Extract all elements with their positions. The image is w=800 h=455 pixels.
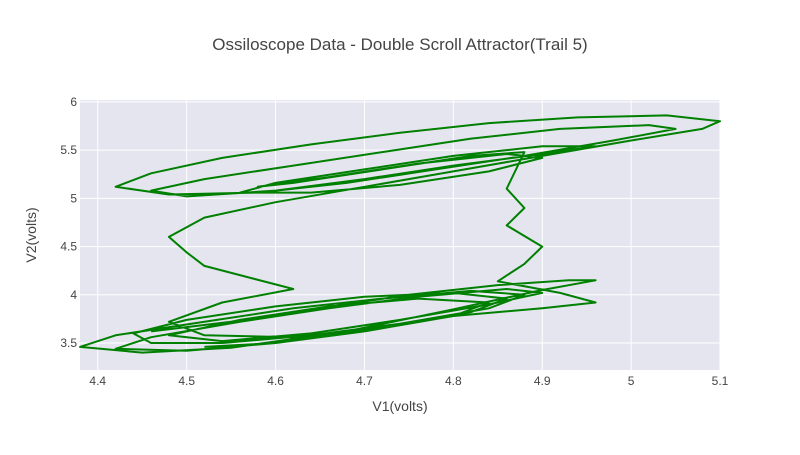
x-tick-label: 5	[628, 374, 635, 388]
y-tick-label: 4.5	[60, 240, 77, 254]
x-tick-label: 4.7	[356, 374, 373, 388]
x-tick-label: 5.1	[712, 374, 729, 388]
x-axis-title: V1(volts)	[372, 398, 427, 414]
y-tick-label: 5	[70, 191, 77, 205]
x-tick-label: 4.5	[178, 374, 195, 388]
y-tick-label: 4	[70, 288, 77, 302]
series-layer	[79, 114, 721, 354]
plot-area	[80, 100, 720, 370]
chart-title: Ossiloscope Data - Double Scroll Attract…	[212, 35, 587, 54]
y-axis-ticks: 3.5 4 4.5 5 5.5 6	[60, 95, 77, 350]
y-tick-label: 6	[70, 95, 77, 109]
y-tick-label: 3.5	[60, 336, 77, 350]
x-tick-label: 4.6	[267, 374, 284, 388]
series-line	[79, 114, 721, 354]
x-tick-label: 4.9	[534, 374, 551, 388]
x-tick-label: 4.4	[89, 374, 106, 388]
y-tick-label: 5.5	[60, 143, 77, 157]
x-tick-label: 4.8	[445, 374, 462, 388]
x-axis-ticks: 4.4 4.5 4.6 4.7 4.8 4.9 5 5.1	[89, 374, 728, 388]
y-axis-title: V2(volts)	[23, 207, 39, 262]
